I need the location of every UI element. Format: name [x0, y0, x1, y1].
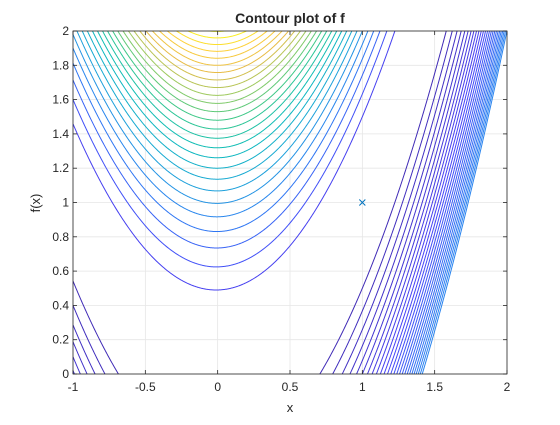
contour-line-upper: [101, 31, 333, 139]
contour-line-lower: [401, 31, 494, 374]
contour-line-lower: [73, 31, 466, 374]
contour-line-upper: [73, 31, 375, 233]
y-axis-label: f(x): [28, 194, 43, 213]
contour-line-lower: [399, 31, 492, 374]
marker: [358, 199, 366, 206]
x-tick-label: 1.5: [426, 380, 443, 394]
contour-line-lower: [417, 31, 505, 374]
y-tick-label: 0.8: [52, 230, 69, 244]
y-tick-label: 0.4: [52, 298, 69, 312]
contour-line-lower: [409, 31, 499, 374]
y-tick-label: 1.6: [52, 93, 69, 107]
y-tick-label: 1: [62, 196, 69, 210]
contour-line-lower: [375, 31, 478, 374]
x-tick-label: -1: [68, 380, 79, 394]
contour-line-upper: [86, 31, 348, 169]
contour-line-upper: [133, 31, 302, 89]
x-axis-label: x: [287, 400, 294, 415]
contour-line-upper: [107, 31, 328, 130]
contour-line-lower: [73, 31, 458, 374]
contour-line-lower: [419, 31, 507, 374]
contour-line-upper: [127, 31, 307, 96]
contour-line-upper: [122, 31, 312, 104]
axis-ticks: -1 -0.5 0 0.5 1 1.5 2 0 0.2 0.4 0.6 0.8 1 1.2 1.4 1.6 1.…: [52, 24, 510, 394]
y-tick-label: 0.2: [52, 333, 69, 347]
contour-line-lower: [73, 31, 469, 374]
contour-line-lower: [73, 31, 447, 374]
contour-line-upper: [139, 31, 296, 81]
contour-line-upper: [73, 31, 363, 204]
contour-line-lower: [393, 31, 489, 374]
contour-lines: [73, 31, 507, 374]
contour-line-lower: [411, 31, 501, 374]
y-tick-label: 1.2: [52, 161, 69, 175]
y-tick-label: 2: [62, 24, 69, 38]
contour-line-lower: [386, 31, 484, 374]
contour-line-upper: [73, 31, 381, 249]
contour-line-upper: [73, 31, 388, 268]
contour-line-lower: [413, 31, 502, 374]
y-tick-label: 1.4: [52, 127, 69, 141]
min-point-marker: [358, 199, 366, 206]
contour-line-upper: [76, 31, 358, 192]
contour-line-lower: [406, 31, 498, 374]
contour-line-upper: [117, 31, 318, 113]
contour-line-lower: [421, 31, 507, 374]
contour-line-lower: [404, 31, 496, 374]
contour-line-lower: [415, 31, 504, 374]
contour-line-lower: [379, 31, 480, 374]
y-tick-label: 0.6: [52, 264, 69, 278]
y-tick-label: 0: [62, 367, 69, 381]
y-tick-label: 1.8: [52, 58, 69, 72]
contour-line-upper: [73, 31, 396, 291]
contour-line-lower: [73, 31, 462, 374]
x-tick-label: 1: [359, 380, 366, 394]
chart-title: Contour plot of f: [235, 10, 345, 26]
x-tick-label: -0.5: [135, 380, 156, 394]
contour-line-lower: [366, 31, 472, 374]
contour-line-upper: [91, 31, 343, 159]
contour-line-upper: [96, 31, 338, 149]
contour-line-lower: [383, 31, 482, 374]
contour-line-lower: [73, 31, 453, 374]
x-tick-label: 0.5: [282, 380, 299, 394]
contour-line-upper: [73, 31, 369, 218]
x-tick-label: 0: [214, 380, 221, 394]
contour-line-lower: [371, 31, 475, 374]
contour-line-lower: [390, 31, 487, 374]
contour-line-lower: [396, 31, 491, 374]
contour-line-upper: [81, 31, 353, 180]
x-tick-label: 2: [504, 380, 511, 394]
contour-line-upper: [112, 31, 323, 121]
